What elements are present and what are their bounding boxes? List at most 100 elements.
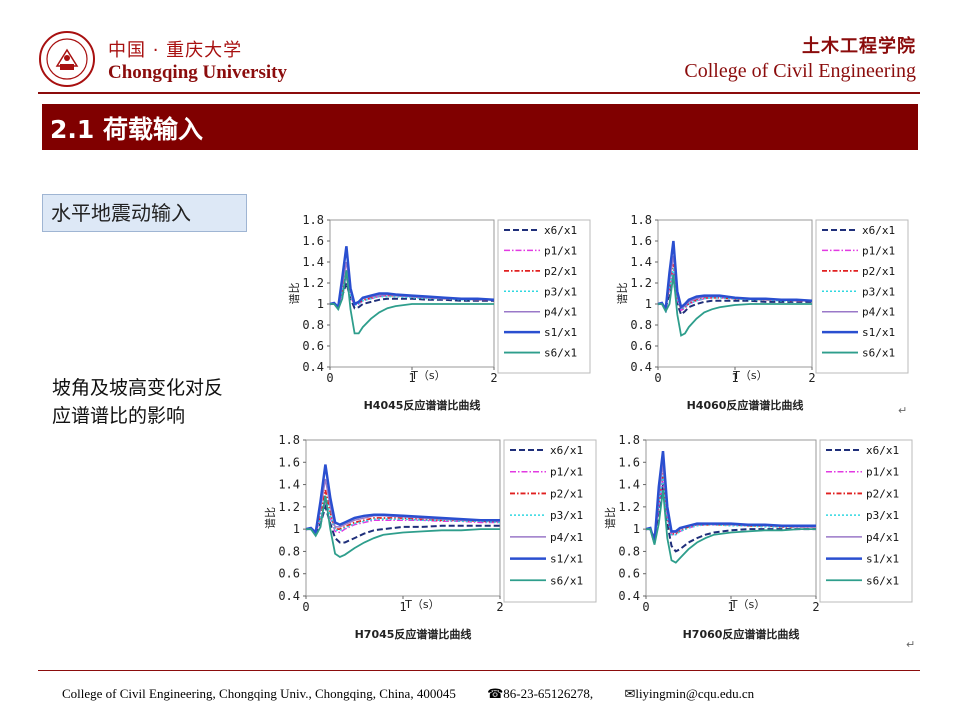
y-tick-label: 1 <box>645 297 652 311</box>
y-tick-label: 0.6 <box>630 339 652 353</box>
y-tick-label: 1.4 <box>630 255 652 269</box>
legend-label-p3x1: p3/x1 <box>862 285 895 298</box>
plot-area <box>329 219 495 368</box>
section-tag: 水平地震动输入 <box>42 194 247 232</box>
university-name-en: Chongqing University <box>108 62 287 83</box>
legend-label-p4x1: p4/x1 <box>862 306 895 319</box>
legend-label-x6x1: x6/x1 <box>866 444 899 457</box>
y-tick-label: 1 <box>293 522 300 536</box>
legend-label-p2x1: p2/x1 <box>544 265 577 278</box>
footer: College of Civil Engineering, Chongqing … <box>62 686 782 702</box>
legend-label-p4x1: p4/x1 <box>866 531 899 544</box>
x-tick-label: 2 <box>812 600 819 614</box>
x-tick-label: 2 <box>808 371 815 385</box>
chart-h4045: 0.4 0.6 0.8 1 1.2 1.4 1.6 1.8 0 1 2 谱比 T（s） H4045反应谱谱… <box>287 213 591 412</box>
legend-label-s6x1: s6/x1 <box>862 347 895 360</box>
legend-label-p1x1: p1/x1 <box>544 244 577 257</box>
y-axis-label: 谱比 <box>615 283 629 305</box>
y-tick-label: 1.4 <box>278 478 300 492</box>
chart-h4060: 0.4 0.6 0.8 1 1.2 1.4 1.6 1.8 0 1 2 谱比 T（s） H4060反应谱谱… <box>615 213 909 412</box>
y-tick-label: 1.2 <box>618 500 640 514</box>
legend-label-x6x1: x6/x1 <box>544 224 577 237</box>
y-tick-label: 1.8 <box>630 213 652 227</box>
series-line-s6x1 <box>658 274 812 337</box>
legend-box <box>815 219 909 374</box>
plot-area <box>657 219 813 368</box>
y-axis-label: 谱比 <box>287 283 301 305</box>
college-name-cn: 土木工程学院 <box>802 36 916 57</box>
legend-label-s6x1: s6/x1 <box>544 347 577 360</box>
slide-description: 坡角及坡高变化对反应谱谱比的影响 <box>52 377 224 427</box>
university-logo <box>39 31 95 87</box>
y-tick-label: 0.6 <box>618 567 640 581</box>
y-tick-label: 0.8 <box>630 318 652 332</box>
x-tick-label: 1 <box>408 371 415 385</box>
x-axis-label: T（s） <box>410 369 445 382</box>
y-axis-label: 谱比 <box>603 507 617 529</box>
x-tick-label: 1 <box>731 371 738 385</box>
return-mark: ↵ <box>898 404 908 417</box>
header-divider <box>38 92 920 94</box>
legend-box <box>819 439 913 603</box>
x-tick-label: 2 <box>490 371 497 385</box>
y-tick-label: 0.8 <box>278 544 300 558</box>
legend-label-x6x1: x6/x1 <box>862 224 895 237</box>
y-tick-label: 1.2 <box>278 500 300 514</box>
y-tick-label: 1.6 <box>630 234 652 248</box>
legend-label-s1x1: s1/x1 <box>866 553 899 566</box>
x-axis-label: T（s） <box>730 598 765 611</box>
series-line-p3x1 <box>306 495 501 533</box>
series-line-s1x1 <box>305 464 500 536</box>
series-line-x6x1 <box>658 277 812 317</box>
legend-label-s1x1: s1/x1 <box>862 326 895 339</box>
y-tick-label: 1 <box>317 297 324 311</box>
footer-address: College of Civil Engineering, Chongqing … <box>62 686 456 701</box>
chart-h7045: 0.4 0.6 0.8 1 1.2 1.4 1.6 1.8 0 1 2 谱比 T（s） H7045反应谱谱… <box>263 433 597 641</box>
chart-title: H7060反应谱谱比曲线 <box>683 627 800 641</box>
footer-divider <box>38 670 920 671</box>
y-tick-label: 0.4 <box>278 589 300 603</box>
series-line-p3x1 <box>330 274 494 306</box>
y-tick-label: 0.4 <box>630 360 652 374</box>
legend-label-s6x1: s6/x1 <box>866 574 899 587</box>
chart-title: H4060反应谱谱比曲线 <box>687 398 804 412</box>
legend-label-x6x1: x6/x1 <box>550 444 583 457</box>
x-tick-label: 0 <box>654 371 661 385</box>
y-tick-label: 1.6 <box>618 455 640 469</box>
series-line-s1x1 <box>329 246 495 310</box>
y-tick-label: 1.2 <box>302 276 324 290</box>
legend-label-p3x1: p3/x1 <box>544 285 577 298</box>
y-tick-label: 1.6 <box>278 455 300 469</box>
series-line-s6x1 <box>306 495 500 559</box>
chart-title: H7045反应谱谱比曲线 <box>355 627 472 641</box>
y-tick-label: 1.8 <box>278 433 300 447</box>
legend-label-p1x1: p1/x1 <box>862 244 895 257</box>
legend-label-p2x1: p2/x1 <box>550 487 583 500</box>
series-line-s1x1 <box>645 450 816 543</box>
university-name-cn: 中国 · 重庆大学 <box>108 40 243 61</box>
legend-label-p1x1: p1/x1 <box>550 466 583 479</box>
y-tick-label: 0.4 <box>302 360 324 374</box>
series-line-p3x1 <box>646 475 816 541</box>
x-tick-label: 2 <box>496 600 503 614</box>
footer-email: ✉liyingmin@cqu.edu.cn <box>624 686 755 701</box>
legend-label-p2x1: p2/x1 <box>866 487 899 500</box>
y-tick-label: 1.4 <box>618 478 640 492</box>
legend-label-p3x1: p3/x1 <box>866 509 899 522</box>
series-line-p2x1 <box>306 489 500 533</box>
college-name-en: College of Civil Engineering <box>684 60 916 82</box>
series-line-s1x1 <box>657 240 813 314</box>
legend-label-p4x1: p4/x1 <box>544 306 577 319</box>
x-tick-label: 1 <box>727 600 734 614</box>
x-tick-label: 0 <box>326 371 333 385</box>
chart-title: H4045反应谱谱比曲线 <box>364 398 481 412</box>
chart-h7060: 0.4 0.6 0.8 1 1.2 1.4 1.6 1.8 0 1 2 谱比 T（s） H7060反应谱谱… <box>603 433 913 641</box>
legend-label-s6x1: s6/x1 <box>550 574 583 587</box>
y-axis-label: 谱比 <box>263 507 277 529</box>
series-line-s6x1 <box>330 270 494 335</box>
series-line-s6x1 <box>646 489 816 564</box>
legend-label-p4x1: p4/x1 <box>550 531 583 544</box>
legend-box <box>503 439 597 603</box>
y-tick-label: 1.8 <box>302 213 324 227</box>
x-axis-label: T（s） <box>404 598 439 611</box>
